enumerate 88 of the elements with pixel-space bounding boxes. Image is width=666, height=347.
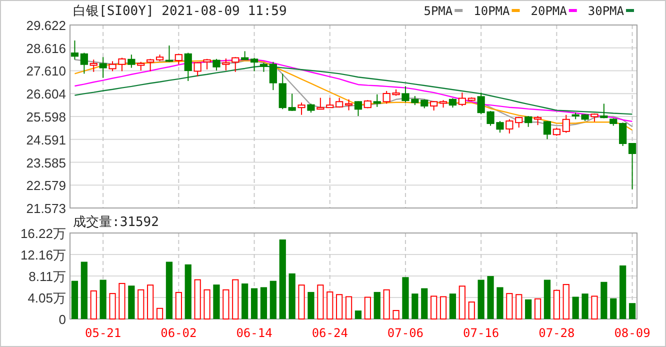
- x-tick-label: 07-28: [538, 326, 575, 340]
- bar: [478, 280, 484, 319]
- bar: [128, 286, 135, 319]
- x-tick-label: 06-24: [312, 326, 348, 340]
- bar: [317, 284, 324, 320]
- bar: [213, 284, 220, 319]
- y-tick-label: 4.05万: [28, 290, 66, 306]
- y-tick-label: 8.11万: [28, 269, 66, 284]
- bar: [458, 286, 466, 320]
- bar: [175, 292, 182, 320]
- bar: [100, 280, 106, 319]
- x-tick-label: 06-02: [160, 326, 197, 340]
- bar: [628, 303, 636, 319]
- bar: [242, 283, 248, 319]
- y-tick-label: 27.610: [26, 64, 66, 79]
- legend-label: 30PMA: [588, 4, 625, 18]
- y-tick-label: 16.22万: [20, 226, 66, 241]
- y-tick-label: 0: [58, 312, 66, 327]
- x-tick-label: 07-16: [463, 326, 500, 340]
- bar: [582, 294, 588, 319]
- y-tick-label: 25.598: [26, 109, 66, 124]
- bar: [270, 280, 276, 319]
- bar: [506, 293, 513, 320]
- bar: [392, 310, 400, 320]
- legend-label: 5PMA: [424, 4, 454, 18]
- bar: [374, 292, 380, 319]
- y-tick-label: 22.579: [26, 178, 66, 194]
- bar: [194, 279, 201, 320]
- y-tick-label: 29.622: [26, 18, 66, 33]
- bar: [80, 262, 88, 319]
- bar: [232, 279, 239, 320]
- bar: [90, 290, 97, 320]
- bar: [600, 282, 608, 319]
- chart-title: 白银[SI00Y] 2021-08-09 11:59: [73, 4, 287, 19]
- legend-label: 20PMA: [530, 4, 568, 18]
- y-tick-label: 24.591: [26, 132, 66, 148]
- bar: [147, 284, 154, 320]
- legend-label: 10PMA: [474, 4, 511, 18]
- bar: [572, 296, 579, 319]
- bar: [288, 273, 296, 319]
- bar: [336, 294, 343, 320]
- bar: [412, 294, 418, 319]
- bar: [553, 290, 560, 320]
- bar: [449, 294, 456, 319]
- bar: [487, 276, 494, 319]
- x-tick-label: 07-06: [387, 326, 424, 340]
- y-tick-label: 28.616: [26, 40, 66, 56]
- bar: [250, 288, 258, 319]
- bar: [525, 299, 532, 319]
- bar: [345, 296, 352, 320]
- bar: [326, 291, 334, 320]
- bar: [109, 293, 116, 320]
- bar: [430, 296, 438, 320]
- bar: [610, 298, 617, 319]
- x-tick-label: 06-14: [236, 326, 272, 340]
- bar: [468, 302, 475, 320]
- x-tick-label: 05-21: [85, 326, 122, 340]
- bar: [620, 265, 626, 319]
- bar: [166, 262, 173, 319]
- bar: [138, 289, 144, 320]
- bar: [440, 296, 447, 320]
- bar: [260, 287, 268, 319]
- bar: [118, 282, 126, 320]
- bar: [71, 280, 78, 319]
- bar: [184, 264, 192, 319]
- bar: [354, 310, 362, 319]
- y-tick-label: 23.585: [26, 155, 66, 170]
- y-tick-label: 21.573: [26, 201, 66, 216]
- y-tick-label: 26.604: [26, 86, 66, 102]
- bar: [308, 292, 314, 319]
- bar: [591, 296, 598, 320]
- y-tick-label: 12.16万: [20, 248, 66, 263]
- bar: [204, 289, 210, 320]
- bar: [421, 288, 428, 319]
- bar: [534, 298, 542, 320]
- bar: [298, 284, 305, 320]
- bar: [544, 280, 551, 319]
- bar: [279, 239, 286, 319]
- bar: [496, 287, 504, 319]
- bar: [364, 296, 371, 320]
- bar: [156, 308, 164, 320]
- chart-title: 成交量:31592: [73, 214, 159, 230]
- x-tick-label: 08-09: [614, 326, 650, 340]
- bar: [222, 289, 230, 320]
- bar: [562, 284, 570, 320]
- bar: [383, 289, 390, 320]
- bar: [516, 294, 522, 320]
- bar: [402, 277, 409, 319]
